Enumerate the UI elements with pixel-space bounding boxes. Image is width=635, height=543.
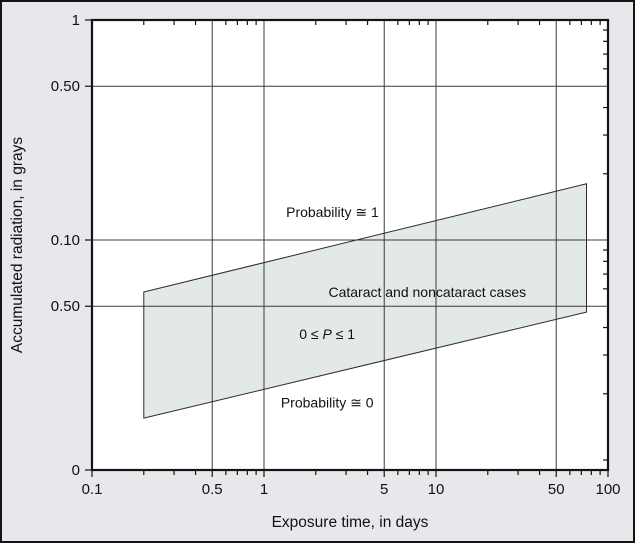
annotation-band-label: Cataract and noncataract cases <box>328 284 526 300</box>
y-tick-label: 0 <box>72 462 80 479</box>
tick-label-layer: 0.1 0.5 1 5 10 50 100 1 0.50 0.10 0.50 0 <box>51 12 621 498</box>
y-axis-title: Accumulated radiation, in grays <box>9 137 26 354</box>
probability-band-fill <box>143 183 587 419</box>
x-tick-label: 100 <box>595 481 620 498</box>
annotation-part: Cataract and noncataract cases <box>328 284 526 300</box>
y-tick-label: 0.50 <box>51 78 80 95</box>
tick-layer <box>85 19 609 477</box>
annotation-part: Probability ≅ 1 <box>286 204 379 220</box>
probability-band-fill-layer <box>143 183 587 419</box>
x-tick-label: 10 <box>428 481 445 498</box>
x-tick-label: 0.1 <box>82 481 103 498</box>
x-tick-label: 1 <box>260 481 268 498</box>
probability-band-outline-layer <box>143 183 587 419</box>
probability-band-outline <box>143 183 587 419</box>
annotation-part: Probability ≅ 0 <box>281 394 374 410</box>
plot-frame <box>90 18 610 472</box>
y-tick-label: 1 <box>72 12 80 29</box>
annotation-part: 0 ≤ <box>299 326 322 342</box>
annotation-layer: Probability ≅ 1 Cataract and noncataract … <box>281 204 526 410</box>
x-axis-title: Exposure time, in days <box>272 514 429 531</box>
gridline-layer <box>92 20 608 470</box>
annotation-probability-range: 0 ≤ P ≤ 1 <box>299 326 355 342</box>
x-tick-label: 50 <box>548 481 565 498</box>
annotation-part: ≤ 1 <box>332 326 355 342</box>
x-tick-label: 0.5 <box>202 481 223 498</box>
x-tick-label: 5 <box>380 481 388 498</box>
annotation-italic-part: P <box>323 326 333 342</box>
y-tick-label: 0.10 <box>51 232 80 249</box>
y-tick-label: 0.50 <box>51 298 80 315</box>
annotation-probability-approx-0: Probability ≅ 0 <box>281 394 374 410</box>
annotation-probability-approx-1: Probability ≅ 1 <box>286 204 379 220</box>
